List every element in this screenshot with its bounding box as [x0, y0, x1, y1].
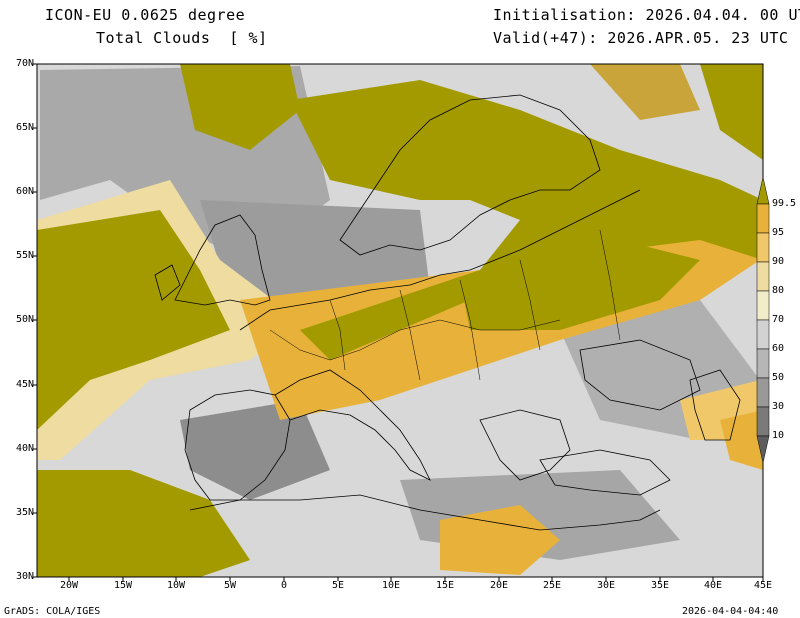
lon-label: 5W: [223, 580, 237, 591]
lon-label: 45E: [753, 580, 773, 591]
colorbar-swatch-6: [756, 348, 770, 379]
overcast-morocco: [37, 470, 250, 577]
lon-label: 25E: [542, 580, 562, 591]
caspian-sea: [689, 369, 741, 441]
greece-balkans: [479, 409, 571, 481]
lon-label: 0: [280, 580, 288, 591]
lon-label: 10E: [381, 580, 401, 591]
grey-patch-iberia: [180, 400, 330, 500]
med-north-coast: [274, 369, 431, 481]
lat-label: 55N: [15, 250, 34, 261]
coastlines: [154, 94, 741, 531]
iberia: [184, 389, 291, 501]
colorbar-label: 90: [772, 256, 785, 267]
colorbar-label: 60: [772, 343, 785, 354]
colorbar-label: 10: [772, 430, 785, 441]
lat-label: 45N: [15, 379, 34, 390]
colorbar-label: 50: [772, 372, 785, 383]
ireland: [154, 264, 181, 301]
overcast-northeast: [700, 64, 763, 160]
lat-label: 30N: [15, 571, 34, 582]
lat-label: 40N: [15, 443, 34, 454]
colorbar-swatch-7: [756, 377, 770, 408]
colorbar-swatch-8: [756, 406, 770, 437]
lon-label: 35E: [650, 580, 670, 591]
colorbar-swatch-9: [756, 435, 770, 464]
lon-label: 15E: [435, 580, 455, 591]
colorbar-label: 80: [772, 285, 785, 296]
british-isles: [174, 214, 271, 306]
colorbar-label: 95: [772, 227, 785, 238]
model-title: ICON-EU 0.0625 degree: [45, 6, 246, 24]
software-credit: GrADS: COLA/IGES: [4, 606, 101, 617]
colorbar-label: 70: [772, 314, 785, 325]
colorbar-swatch-2: [756, 232, 770, 263]
black-sea: [579, 339, 701, 411]
lon-label: 40E: [703, 580, 723, 591]
lon-label: 10W: [166, 580, 186, 591]
init-time: Initialisation: 2026.04.04. 00 UTC: [493, 6, 800, 24]
colorbar-label: 99.5: [772, 198, 797, 209]
variable-title: Total Clouds [ %]: [96, 29, 268, 47]
overcast-north-atlantic: [180, 64, 300, 150]
overcast-eastern-europe: [460, 240, 700, 330]
lat-label: 50N: [15, 314, 34, 325]
lon-label: 20E: [489, 580, 509, 591]
render-timestamp: 2026-04-04-04:40: [682, 606, 779, 617]
lat-label: 70N: [15, 58, 34, 69]
band-southeast: [720, 410, 763, 470]
lat-label: 65N: [15, 122, 34, 133]
colorbar-label: 30: [772, 401, 785, 412]
colorbar-swatch-3: [756, 261, 770, 292]
lon-label: 15W: [113, 580, 133, 591]
overcast-atlantic: [37, 210, 230, 430]
colorbar: [756, 176, 770, 464]
map-fields: [37, 64, 763, 577]
colorbar-swatch-5: [756, 319, 770, 350]
valid-time: Valid(+47): 2026.APR.05. 23 UTC: [493, 29, 789, 47]
colorbar-swatch-4: [756, 290, 770, 321]
colorbar-swatch-1: [756, 203, 770, 234]
lat-label: 35N: [15, 507, 34, 518]
band-egypt: [440, 505, 560, 575]
africa-north-coast: [189, 494, 661, 531]
axis-ticks: [33, 63, 764, 581]
north-coast: [239, 189, 641, 331]
lon-label: 5E: [331, 580, 345, 591]
lat-label: 60N: [15, 186, 34, 197]
scandinavia: [339, 94, 601, 256]
anatolia: [539, 449, 671, 496]
borders: [269, 229, 621, 381]
overcast-scandinavia: [290, 80, 763, 360]
lon-label: 30E: [596, 580, 616, 591]
band-russia-north: [590, 64, 700, 120]
lon-label: 20W: [59, 580, 79, 591]
